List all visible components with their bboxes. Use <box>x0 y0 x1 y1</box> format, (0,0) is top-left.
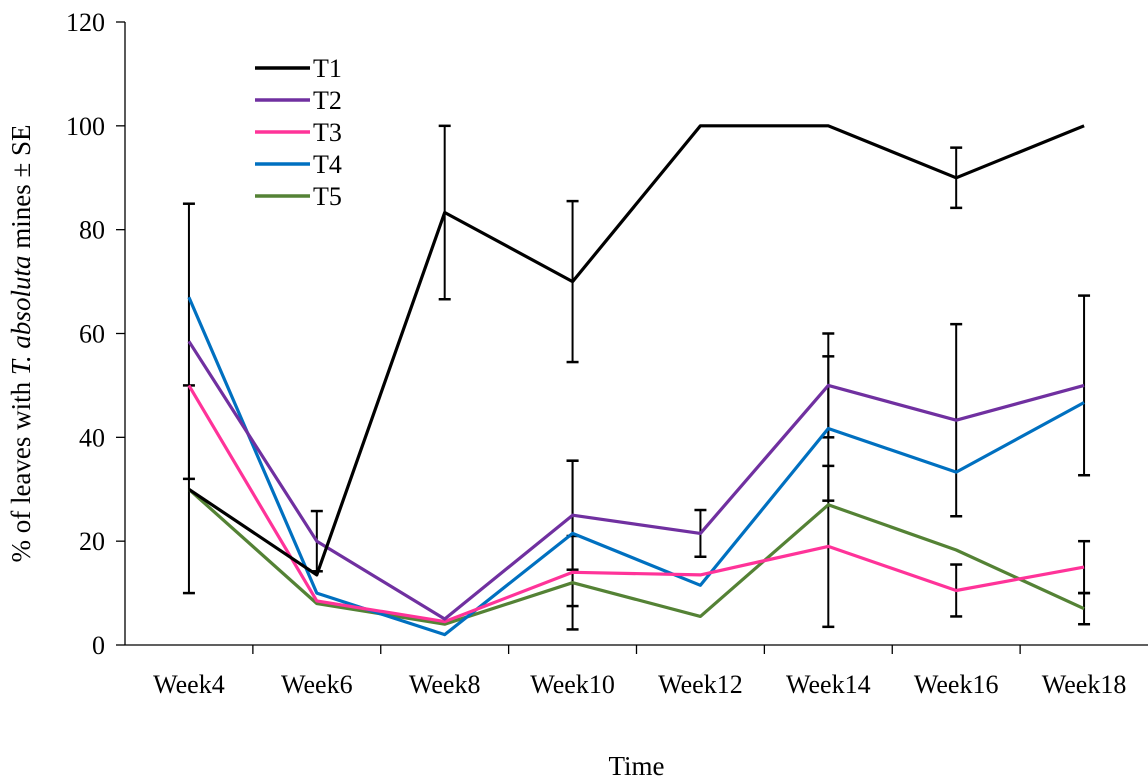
y-tick-label: 60 <box>79 320 105 349</box>
x-tick-label: Week14 <box>786 670 871 699</box>
legend-label-t5: T5 <box>313 182 342 211</box>
series-line-t3 <box>187 384 1085 624</box>
series-line-t5 <box>187 488 1085 626</box>
x-tick-label: Week12 <box>658 670 743 699</box>
x-tick-label: Week18 <box>1042 670 1127 699</box>
series-layer <box>182 124 1091 637</box>
axes: 0 20 40 60 80 100 120 Week4 Week6 Week8 Week10 Week… <box>66 8 1148 699</box>
y-tick-label: 80 <box>79 216 105 245</box>
y-tick-label: 100 <box>66 112 105 141</box>
legend: T1 T2 T3 T4 T5 <box>255 54 342 211</box>
y-axis-title-suffix: mines ± SE <box>6 124 36 255</box>
x-tick-label: Week16 <box>914 670 999 699</box>
legend-label-t1: T1 <box>313 54 342 83</box>
y-tick-label: 120 <box>66 8 105 37</box>
y-tick-label: 20 <box>79 527 105 556</box>
x-tick-label: Week10 <box>530 670 615 699</box>
legend-label-t2: T2 <box>313 86 342 115</box>
y-tick-label: 40 <box>79 423 105 452</box>
legend-label-t4: T4 <box>313 150 342 179</box>
legend-label-t3: T3 <box>313 118 342 147</box>
x-tick-label: Week8 <box>409 670 481 699</box>
x-tick-label: Week4 <box>153 670 225 699</box>
y-axis-title: % of leaves with T. absoluta mines ± SE <box>6 124 36 562</box>
y-axis-title-italic: T. absoluta <box>6 256 36 376</box>
y-tick-label: 0 <box>92 631 105 660</box>
x-tick-label: Week6 <box>281 670 353 699</box>
y-axis-title-prefix: % of leaves with <box>6 375 36 562</box>
series-line-t1 <box>188 124 1085 577</box>
x-axis-title: Time <box>608 751 664 777</box>
series-line-t2 <box>187 340 1085 621</box>
series-line-t4 <box>187 296 1085 637</box>
